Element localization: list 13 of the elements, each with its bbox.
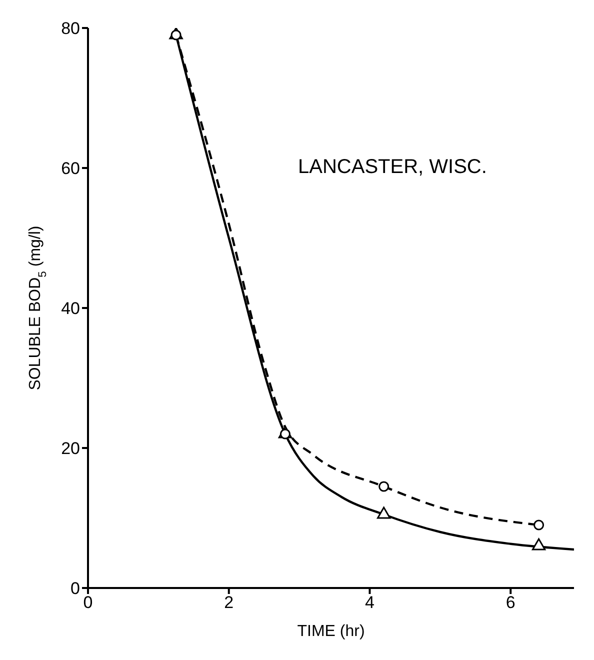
x-tick-label: 2 <box>224 593 234 612</box>
x-tick-label: 0 <box>83 593 93 612</box>
y-tick-label: 20 <box>61 439 80 458</box>
x-tick-label: 4 <box>365 593 374 612</box>
y-tick-label: 40 <box>61 299 80 318</box>
y-tick-label: 60 <box>61 159 80 178</box>
x-tick-label: 6 <box>506 593 516 612</box>
point <box>378 481 390 492</box>
x-axis-title: TIME (hr) <box>297 623 365 640</box>
y-tick-label: 0 <box>70 579 80 598</box>
annotation: LANCASTER, WISC. <box>298 156 487 179</box>
y-tick-label: 80 <box>61 19 80 38</box>
point <box>534 520 544 530</box>
